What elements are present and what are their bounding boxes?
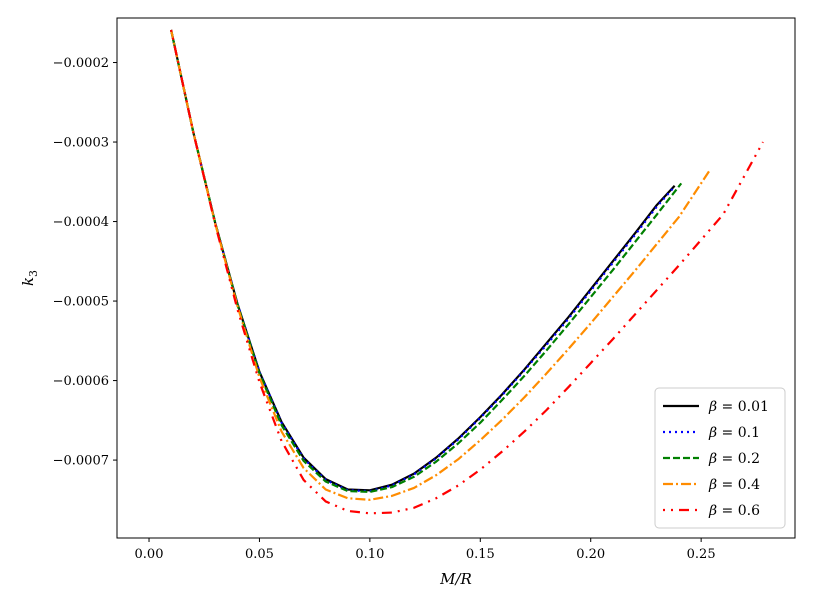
y-tick-label: −0.0006 xyxy=(53,374,109,389)
y-axis-label: k3 xyxy=(19,270,40,286)
legend-entry: β = 0.1 xyxy=(708,425,760,441)
y-tick-label: −0.0004 xyxy=(53,215,109,230)
series-line-1 xyxy=(170,29,676,493)
legend-entry: β = 0.01 xyxy=(708,399,769,415)
legend-entry: β = 0.4 xyxy=(708,477,760,493)
legend-entry: β = 0.2 xyxy=(708,451,760,467)
y-axis: −0.0002 −0.0003 −0.0004 −0.0005 −0.0006 −0.00… xyxy=(53,56,117,469)
x-tick-label: 0.15 xyxy=(466,547,495,562)
x-tick-label: 0.05 xyxy=(245,547,274,562)
y-tick-label: −0.0002 xyxy=(53,56,109,71)
series-line-2 xyxy=(170,29,683,493)
legend-entry: β = 0.6 xyxy=(708,503,760,519)
plot-area xyxy=(170,29,764,515)
series-line-3 xyxy=(170,29,711,501)
series-line-0 xyxy=(170,29,676,492)
x-tick-label: 0.00 xyxy=(135,547,164,562)
plot-frame xyxy=(116,17,796,539)
y-tick-label: −0.0005 xyxy=(53,295,109,310)
x-tick-label: 0.25 xyxy=(687,547,716,562)
y-axis-label-text: k3 xyxy=(19,270,40,286)
y-tick-label: −0.0003 xyxy=(53,136,109,151)
x-axis: 0.00 0.05 0.10 0.15 0.20 0.25 xyxy=(135,538,716,562)
y-tick-label: −0.0007 xyxy=(53,454,109,469)
legend: β = 0.01 β = 0.1 β = 0.2 β = 0.4 β = 0.6 xyxy=(654,387,786,529)
legend-box xyxy=(654,387,786,529)
series-line-4 xyxy=(170,29,764,515)
x-axis-label: M/R xyxy=(439,570,472,588)
x-tick-label: 0.20 xyxy=(576,547,605,562)
x-tick-label: 0.10 xyxy=(355,547,384,562)
